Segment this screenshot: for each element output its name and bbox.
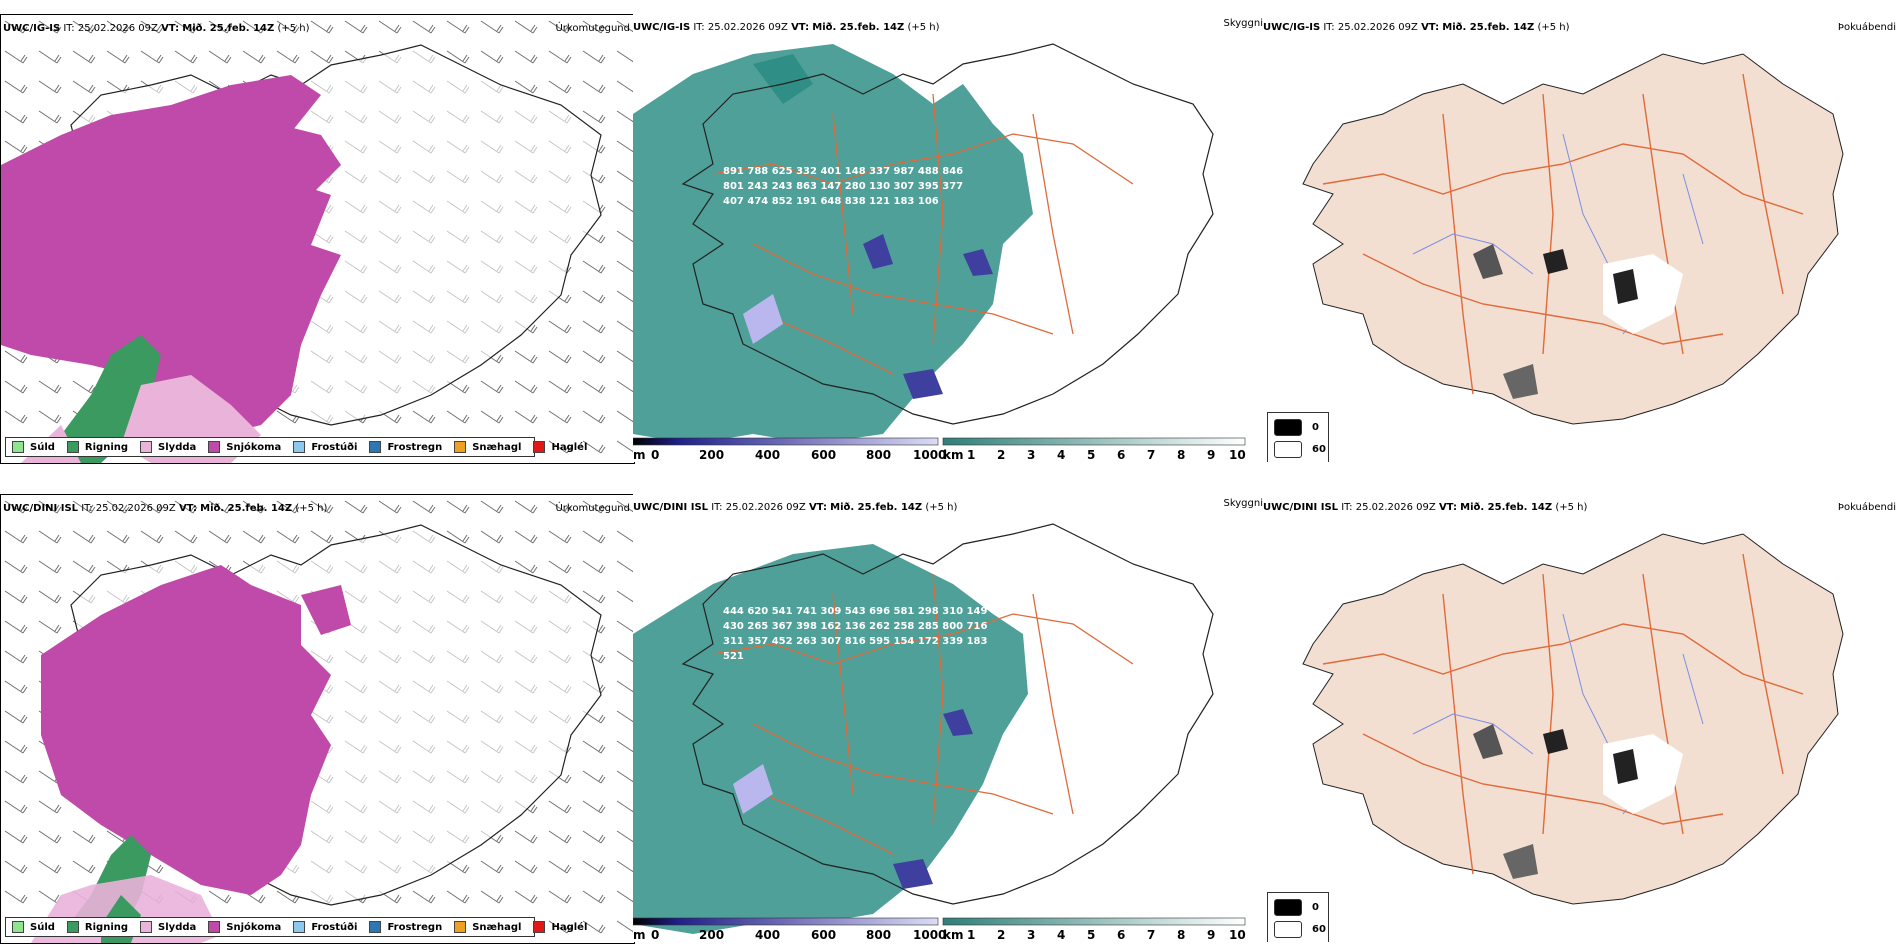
- rivers: [1412, 133, 1704, 335]
- legend-item: Haglél: [533, 441, 587, 453]
- panel-title: Skyggni: [1223, 18, 1263, 29]
- roads: [712, 93, 1134, 375]
- panel-header: UWC/IG-IS IT: 25.02.2026 09Z VT: Mið. 25…: [633, 22, 940, 33]
- precip-legend: Súld Rigning Slydda Snjókoma Frostúði Fr…: [5, 917, 587, 937]
- cloud-map-1: [633, 14, 1263, 462]
- panel-header: UWC/DINI ISL IT: 25.02.2026 09Z VT: Mið.…: [633, 502, 958, 513]
- panel-title: Þokuábendi: [1837, 502, 1896, 513]
- legend-item: Súld: [12, 441, 55, 453]
- roads: [1322, 553, 1804, 875]
- fog-panel-1: UWC/IG-IS IT: 25.02.2026 09Z VT: Mið. 25…: [1263, 14, 1900, 462]
- legend-item: Frostúði: [293, 441, 357, 453]
- fog-panel-2: UWC/DINI ISL IT: 25.02.2026 09Z VT: Mið.…: [1263, 494, 1900, 942]
- snow-area: [41, 565, 331, 895]
- precip-legend: Súld Rigning Slydda Snjókoma Frostúði Fr…: [5, 437, 587, 457]
- iceland-land: [1302, 53, 1844, 425]
- cloud-panel-2: UWC/DINI ISL IT: 25.02.2026 09Z VT: Mið.…: [633, 494, 1263, 942]
- panel-title: Úrkomutegund: [555, 503, 630, 514]
- legend-item: Rigning: [66, 441, 128, 453]
- colorbars: [633, 917, 1246, 926]
- iceland-land: [1302, 533, 1844, 905]
- rain-area: [51, 335, 161, 463]
- precip-map-1: [1, 15, 634, 463]
- panel-title: Þokuábendi: [1837, 22, 1896, 33]
- roads: [712, 573, 1134, 855]
- colorbar-km: km 1 2 3 4 5 6 7 8 9 10: [943, 928, 1246, 942]
- snow-area: [1, 75, 341, 435]
- legend-item: Snjókoma: [208, 921, 281, 933]
- fog-map-2: [1263, 494, 1900, 942]
- elev-labels: 891 788 625 332 401 148 337 987 488 846 …: [723, 166, 964, 207]
- precip-panel-2: UWC/DINI ISL IT: 25.02.2026 09Z VT: Mið.…: [0, 494, 635, 944]
- legend-item: Frostúði: [293, 921, 357, 933]
- snow-blob: [281, 125, 341, 195]
- roads: [1322, 73, 1804, 395]
- precip-map-2: [1, 495, 634, 943]
- legend-item: Rigning: [66, 921, 128, 933]
- colorbar-m: m 0 200 400 600 800 1000: [633, 448, 947, 462]
- panel-header: UWC/IG-IS IT: 25.02.2026 09Z VT: Mið. 25…: [1263, 22, 1570, 33]
- colorbar-km: km 1 2 3 4 5 6 7 8 9 10: [943, 448, 1246, 462]
- fog-legend: 0 60: [1267, 412, 1329, 462]
- panel-header: UWC/IG-IS IT: 25.02.2026 09Z VT: Mið. 25…: [3, 23, 310, 34]
- colorbar-m: m 0 200 400 600 800 1000: [633, 928, 947, 942]
- legend-item: Snæhagl: [454, 921, 521, 933]
- legend-item: Slydda: [140, 921, 196, 933]
- legend-item: Frostregn: [369, 921, 442, 933]
- fog-legend: 0 60: [1267, 892, 1329, 942]
- elev-labels: 444 620 541 741 309 543 696 581 298 310 …: [723, 606, 988, 662]
- legend-item: Súld: [12, 921, 55, 933]
- teal-field: [633, 544, 1028, 934]
- legend-item: Snæhagl: [454, 441, 521, 453]
- legend-item: Haglél: [533, 921, 587, 933]
- precip-panel-1: UWC/IG-IS IT: 25.02.2026 09Z VT: Mið. 25…: [0, 14, 635, 464]
- iceland-outline: [681, 523, 1214, 905]
- panel-header: UWC/DINI ISL IT: 25.02.2026 09Z VT: Mið.…: [3, 503, 328, 514]
- legend-item: Slydda: [140, 441, 196, 453]
- iceland-outline: [681, 43, 1214, 425]
- legend-item: Frostregn: [369, 441, 442, 453]
- panel-header: UWC/DINI ISL IT: 25.02.2026 09Z VT: Mið.…: [1263, 502, 1588, 513]
- panel-title: Úrkomutegund: [555, 23, 630, 34]
- colorbars: [633, 437, 1246, 446]
- fog-map-1: [1263, 14, 1900, 462]
- rivers: [1412, 613, 1704, 815]
- cloud-map-2: [633, 494, 1263, 942]
- panel-title: Skyggni: [1223, 498, 1263, 509]
- cloud-panel-1: UWC/IG-IS IT: 25.02.2026 09Z VT: Mið. 25…: [633, 14, 1263, 462]
- legend-item: Snjókoma: [208, 441, 281, 453]
